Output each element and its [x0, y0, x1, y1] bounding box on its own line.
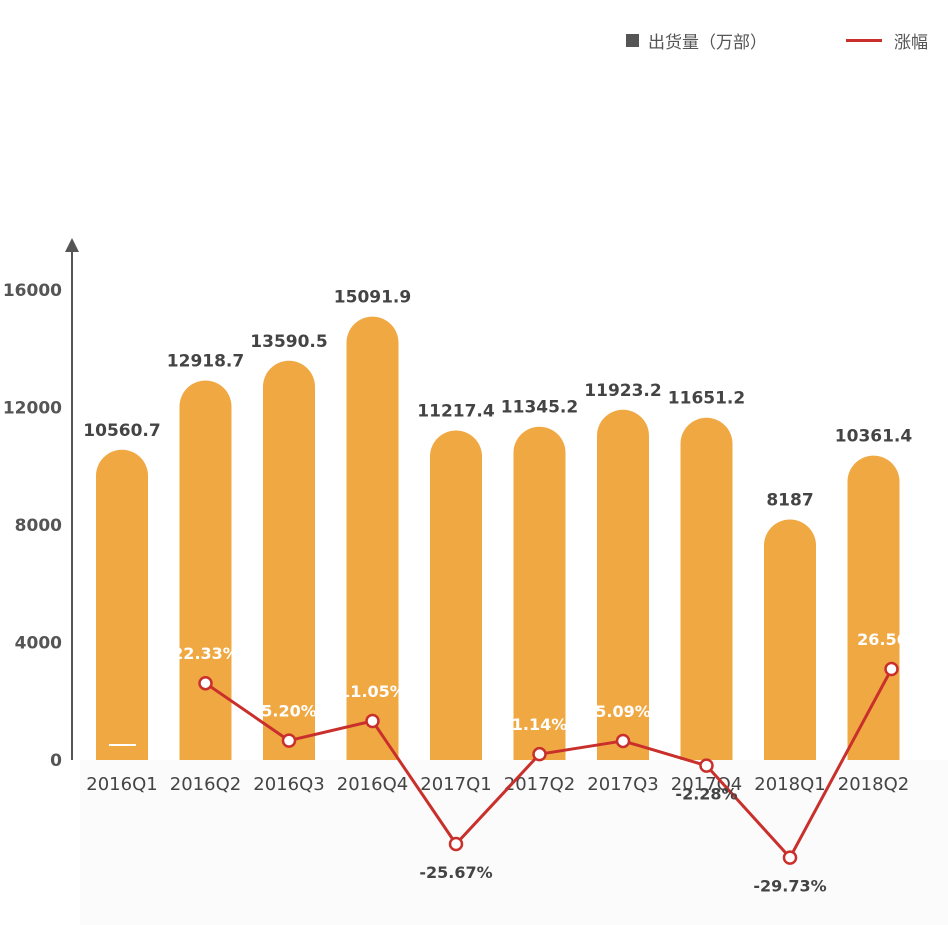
- x-tick-label: 2018Q1: [754, 774, 825, 795]
- bar: [597, 409, 649, 760]
- x-tick-label: 2017Q4: [671, 774, 742, 795]
- bar-value-label: 11345.2: [501, 398, 578, 418]
- growth-point: [198, 675, 213, 691]
- legend-bar: 出货量（万部）: [626, 26, 767, 54]
- growth-value-label: 11.05%: [339, 682, 406, 701]
- growth-point: [448, 836, 464, 852]
- growth-value-label: -2.28%: [675, 785, 737, 804]
- x-tick-label: 2017Q2: [504, 774, 575, 795]
- growth-point: [615, 733, 631, 749]
- x-tick-label: 2016Q2: [170, 774, 241, 795]
- y-tick-label: 4000: [15, 634, 62, 654]
- bar: [96, 449, 148, 760]
- bar: [513, 426, 566, 760]
- bar: [764, 519, 816, 760]
- x-tick-label: 2016Q3: [253, 774, 324, 795]
- growth-point: [532, 746, 547, 762]
- growth-point: [281, 733, 297, 748]
- growth-value-label: -25.67%: [419, 863, 492, 882]
- growth-point: [782, 850, 798, 865]
- bar: [179, 380, 232, 760]
- growth-value-label: 5.09%: [595, 702, 651, 721]
- y-tick-label: 16000: [3, 281, 62, 301]
- y-tick-label: 8000: [15, 516, 62, 536]
- legend-line: 涨幅: [846, 26, 928, 54]
- y-tick-label: 12000: [3, 399, 62, 419]
- legend-line-label: 涨幅: [894, 32, 928, 53]
- y-axis-arrow: [65, 238, 79, 252]
- bar: [680, 417, 733, 760]
- bar: [346, 316, 399, 760]
- bar-value-label: 10560.7: [83, 421, 160, 441]
- x-tick-label: 2016Q1: [86, 774, 157, 795]
- bar: [263, 360, 315, 760]
- bar: [430, 430, 482, 760]
- growth-point: [365, 713, 380, 729]
- growth-value-label: 1.14%: [512, 715, 568, 734]
- x-tick-label: 2018Q2: [838, 774, 909, 795]
- legend-bar-label: 出货量（万部）: [648, 32, 767, 53]
- growth-point: [884, 661, 899, 677]
- bar-value-label: 11923.2: [584, 381, 661, 401]
- growth-value-label: 26.56%: [857, 630, 924, 649]
- bar-value-label: 8187: [766, 491, 813, 511]
- growth-point: [699, 758, 714, 773]
- growth-value-label: -29.73%: [753, 877, 826, 896]
- plot-background: [80, 760, 948, 925]
- bar-value-label: 13590.5: [250, 332, 327, 352]
- bar: [847, 455, 900, 760]
- bar-value-label: 11217.4: [417, 401, 495, 421]
- bar-value-label: 15091.9: [334, 288, 411, 308]
- x-tick-label: 2017Q1: [420, 774, 491, 795]
- growth-value-label: 22.33%: [172, 644, 239, 663]
- bar-value-label: 10361.4: [835, 427, 913, 447]
- x-tick-label: 2016Q4: [337, 774, 408, 795]
- y-tick-label: 0: [50, 751, 62, 771]
- legend-line-swatch: [846, 38, 882, 42]
- growth-value-label: 5.20%: [261, 702, 317, 721]
- bar-value-label: 11651.2: [668, 389, 745, 409]
- x-tick-label: 2017Q3: [587, 774, 658, 795]
- bar-value-label: 12918.7: [167, 352, 244, 372]
- legend-bar-swatch: [626, 33, 639, 47]
